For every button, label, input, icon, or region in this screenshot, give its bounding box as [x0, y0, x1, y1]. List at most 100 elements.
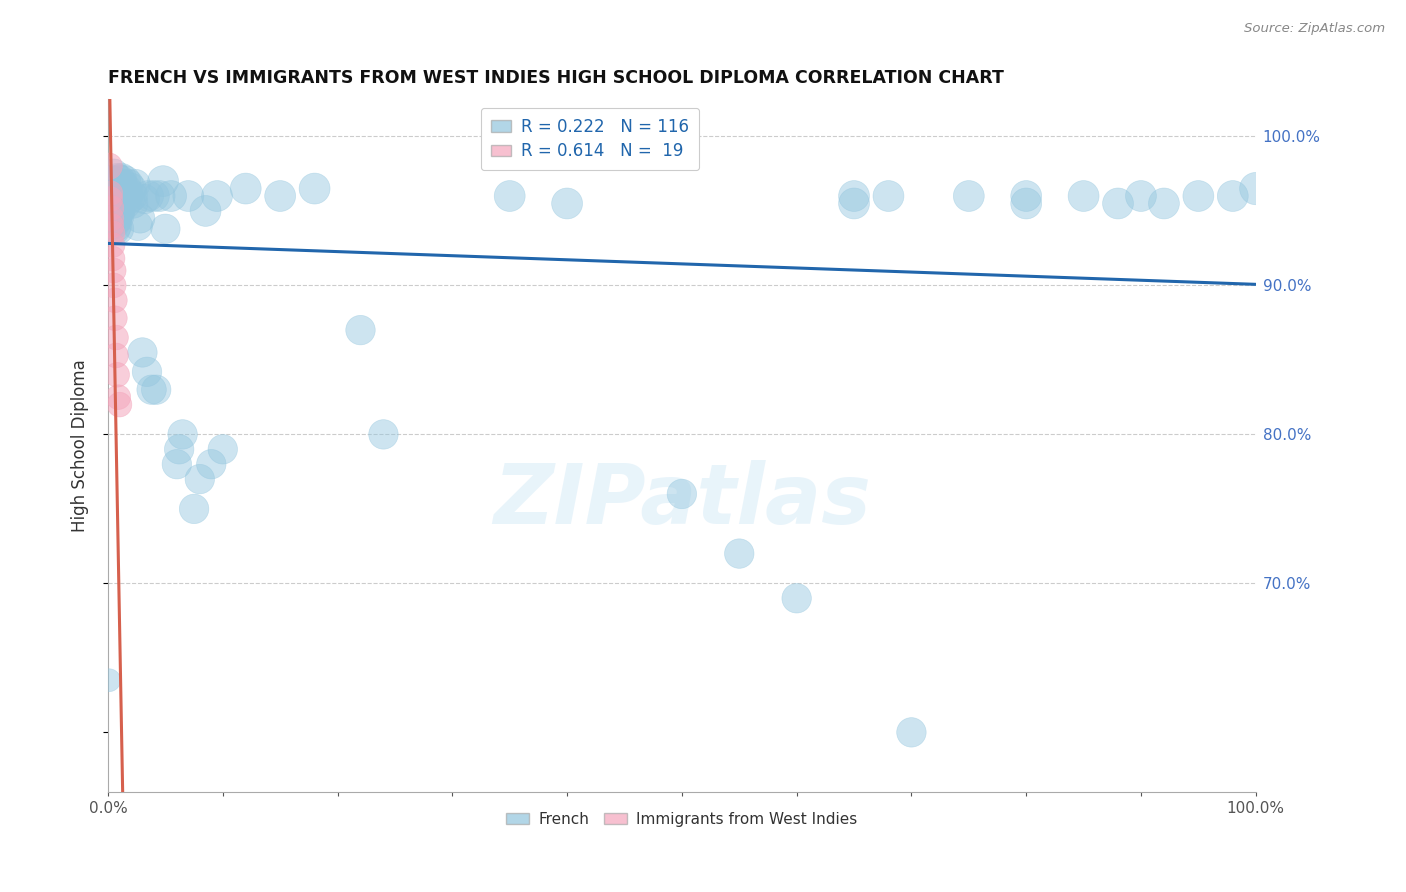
Point: [188, 472, 211, 486]
Point: [105, 219, 128, 233]
Y-axis label: High School Diploma: High School Diploma: [72, 359, 89, 532]
Point: [101, 203, 124, 218]
Point: [105, 348, 128, 362]
Point: [105, 368, 128, 382]
Point: [104, 174, 127, 188]
Point: [98, 159, 121, 173]
Point: [1073, 189, 1095, 203]
Point: [122, 196, 145, 211]
Point: [107, 222, 129, 236]
Point: [100, 202, 122, 217]
Point: [101, 227, 124, 241]
Point: [142, 189, 165, 203]
Point: [136, 365, 159, 379]
Point: [114, 196, 136, 211]
Point: [108, 203, 131, 218]
Point: [235, 181, 257, 195]
Point: [107, 390, 129, 404]
Point: [141, 383, 163, 397]
Point: [100, 201, 122, 215]
Point: [200, 457, 222, 471]
Point: [127, 219, 149, 233]
Point: [98, 186, 121, 200]
Point: [136, 189, 159, 203]
Point: [108, 189, 131, 203]
Point: [112, 189, 135, 203]
Point: [104, 293, 127, 308]
Point: [304, 181, 326, 195]
Text: FRENCH VS IMMIGRANTS FROM WEST INDIES HIGH SCHOOL DIPLOMA CORRELATION CHART: FRENCH VS IMMIGRANTS FROM WEST INDIES HI…: [108, 69, 1004, 87]
Point: [177, 189, 200, 203]
Text: ZIPatlas: ZIPatlas: [494, 460, 870, 541]
Point: [842, 189, 865, 203]
Text: Source: ZipAtlas.com: Source: ZipAtlas.com: [1244, 22, 1385, 36]
Point: [101, 174, 124, 188]
Point: [103, 192, 125, 206]
Point: [269, 189, 291, 203]
Point: [728, 547, 751, 561]
Point: [98, 196, 121, 211]
Point: [124, 177, 146, 191]
Point: [671, 487, 693, 501]
Point: [107, 207, 129, 221]
Point: [131, 345, 153, 359]
Point: [786, 591, 808, 606]
Point: [108, 398, 131, 412]
Point: [957, 189, 980, 203]
Point: [104, 311, 127, 326]
Point: [105, 196, 128, 211]
Point: [105, 330, 128, 344]
Point: [111, 189, 134, 203]
Point: [499, 189, 522, 203]
Point: [1015, 196, 1038, 211]
Point: [167, 442, 190, 457]
Point: [105, 181, 128, 195]
Point: [117, 189, 139, 203]
Point: [172, 427, 194, 442]
Point: [103, 177, 125, 191]
Point: [101, 238, 124, 252]
Point: [120, 181, 142, 195]
Point: [107, 192, 129, 206]
Point: [105, 189, 128, 203]
Point: [118, 192, 141, 206]
Point: [104, 222, 127, 236]
Point: [104, 211, 127, 226]
Point: [1130, 189, 1153, 203]
Point: [118, 177, 141, 191]
Point: [105, 207, 128, 221]
Point: [1187, 189, 1209, 203]
Point: [105, 171, 128, 186]
Point: [160, 189, 183, 203]
Point: [104, 192, 127, 206]
Point: [103, 167, 125, 181]
Point: [103, 186, 125, 200]
Point: [103, 216, 125, 230]
Point: [900, 725, 922, 739]
Point: [1222, 189, 1244, 203]
Point: [115, 181, 138, 195]
Point: [145, 383, 167, 397]
Point: [1244, 181, 1267, 195]
Point: [349, 323, 371, 337]
Legend: French, Immigrants from West Indies: French, Immigrants from West Indies: [501, 805, 863, 833]
Point: [134, 192, 156, 206]
Point: [100, 178, 122, 193]
Point: [555, 196, 578, 211]
Point: [98, 673, 121, 688]
Point: [877, 189, 900, 203]
Point: [111, 171, 134, 186]
Point: [100, 207, 122, 221]
Point: [110, 181, 132, 195]
Point: [101, 252, 124, 266]
Point: [100, 219, 122, 233]
Point: [155, 222, 177, 236]
Point: [101, 185, 124, 199]
Point: [114, 174, 136, 188]
Point: [152, 174, 174, 188]
Point: [1107, 196, 1129, 211]
Point: [1153, 196, 1175, 211]
Point: [149, 189, 172, 203]
Point: [129, 211, 152, 226]
Point: [166, 457, 188, 471]
